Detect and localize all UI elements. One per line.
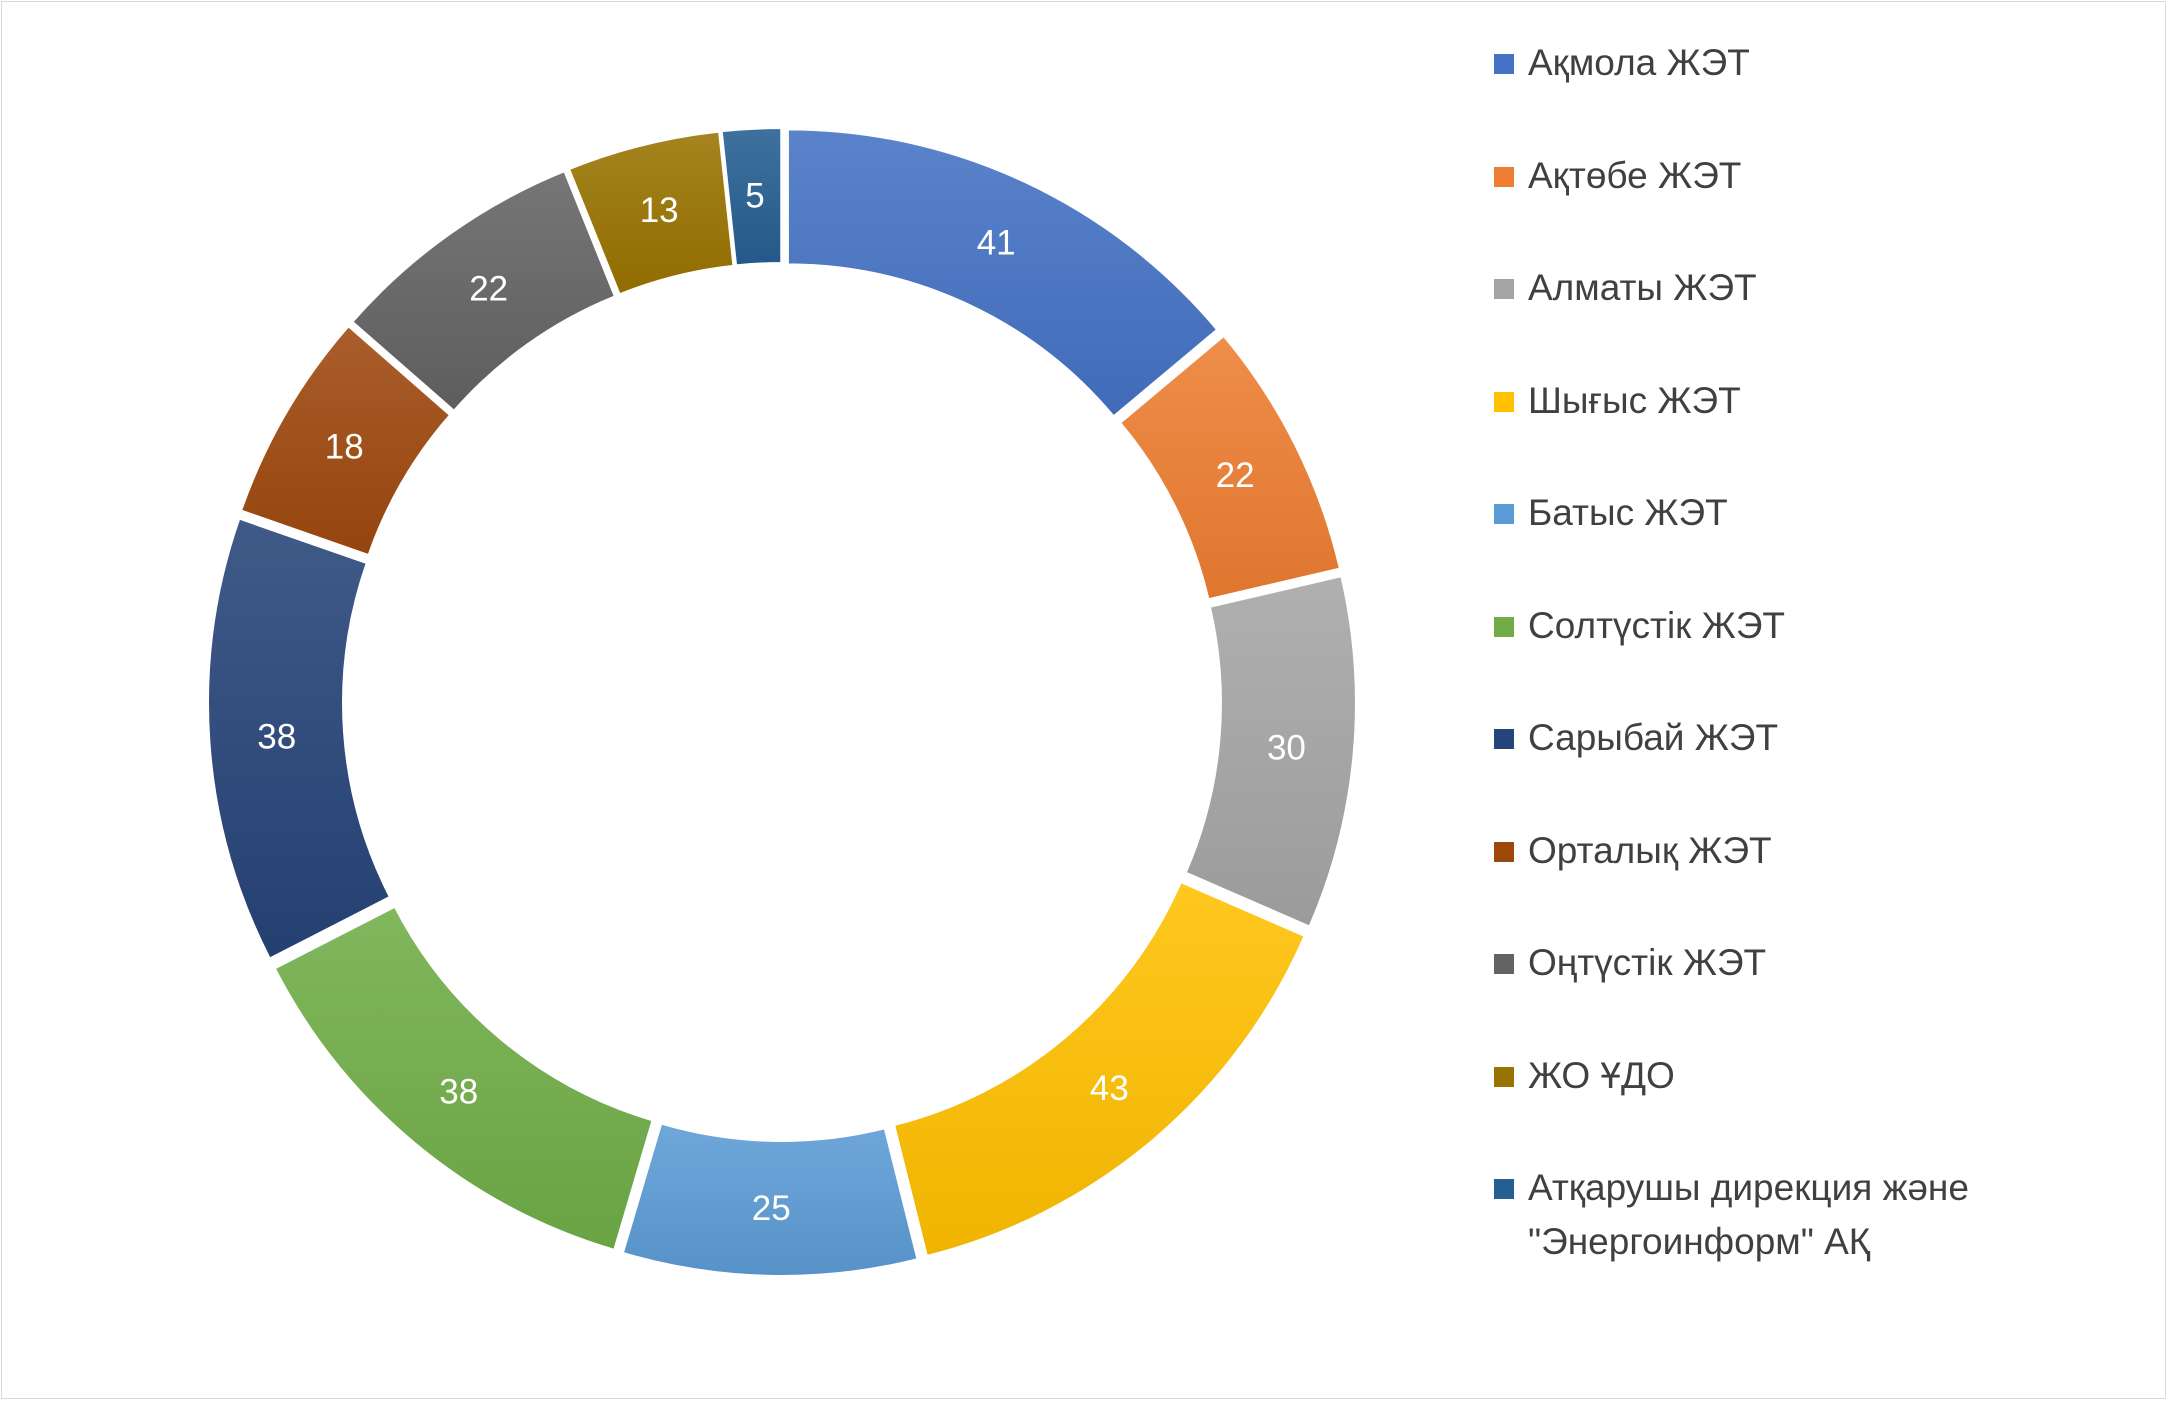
legend-item: Атқарушы дирекция және "Энергоинформ" АҚ: [1494, 1161, 2114, 1274]
legend-swatch: [1494, 391, 1514, 412]
slice-6: [273, 905, 654, 1252]
doughnut-data-labels: 41 22 30 43 25 38 38 18 22 13 5: [257, 177, 1306, 1228]
legend-item: ЖО ҰДО: [1494, 1049, 2114, 1162]
legend-label: ЖО ҰДО: [1528, 1049, 1675, 1103]
legend-item: Сарыбай ЖЭТ: [1494, 711, 2114, 824]
legend-swatch: [1494, 279, 1514, 299]
legend-item: Алматы ЖЭТ: [1494, 261, 2114, 374]
legend-swatch: [1494, 504, 1514, 524]
legend-swatch: [1494, 616, 1514, 637]
slice-5: [621, 1122, 919, 1277]
legend-label-line: ЖО ҰДО: [1528, 1054, 1675, 1096]
legend-item: Ақмола ЖЭТ: [1494, 36, 2114, 149]
slice-value-label: 25: [752, 1189, 791, 1228]
legend-label-line: Ақтөбе ЖЭТ: [1528, 154, 1742, 196]
legend-swatch: [1494, 954, 1514, 974]
legend-label: Солтүстік ЖЭТ: [1528, 599, 1785, 653]
slice-value-label: 22: [1216, 456, 1255, 495]
slice-value-label: 5: [745, 177, 764, 216]
legend-swatch: [1494, 54, 1514, 74]
legend-label: Шығыс ЖЭТ: [1528, 374, 1741, 428]
slice-value-label: 18: [325, 428, 364, 467]
slice-value-label: 13: [640, 191, 679, 230]
slice-9: [351, 169, 617, 413]
chart-legend: Ақмола ЖЭТ Ақтөбе ЖЭТ Алматы ЖЭТ Шығыс ЖЭТ Б…: [1494, 36, 2114, 1274]
slice-value-label: 38: [439, 1072, 478, 1111]
legend-item: Шығыс ЖЭТ: [1494, 374, 2114, 487]
legend-label: Батыс ЖЭТ: [1528, 486, 1728, 540]
slice-10: [567, 130, 735, 296]
slice-value-label: 22: [469, 270, 508, 309]
legend-label: Алматы ЖЭТ: [1528, 261, 1757, 315]
legend-label: Орталық ЖЭТ: [1528, 824, 1772, 878]
slice-value-label: 38: [257, 718, 296, 757]
legend-label-line: Алматы ЖЭТ: [1528, 267, 1757, 308]
slice-value-label: 43: [1090, 1069, 1129, 1108]
legend-item: Ақтөбе ЖЭТ: [1494, 149, 2114, 262]
legend-label-line: Орталық ЖЭТ: [1528, 829, 1772, 871]
legend-label-line: Батыс ЖЭТ: [1528, 492, 1728, 533]
slice-11: [720, 127, 783, 267]
legend-swatch: [1494, 729, 1514, 749]
legend-label: Ақтөбе ЖЭТ: [1528, 149, 1741, 203]
legend-swatch: [1494, 1066, 1514, 1087]
legend-swatch: [1494, 1179, 1514, 1199]
doughnut-slices: [207, 127, 1357, 1277]
legend-item: Оңтүстік ЖЭТ: [1494, 936, 2114, 1049]
legend-swatch: [1494, 166, 1514, 187]
legend-label-line: Шығыс ЖЭТ: [1528, 379, 1741, 421]
legend-item: Батыс ЖЭТ: [1494, 486, 2114, 599]
slice-7: [207, 517, 392, 960]
legend-label-line: Оңтүстік ЖЭТ: [1528, 942, 1767, 983]
legend-label: Атқарушы дирекция және "Энергоинформ" АҚ: [1528, 1161, 1969, 1269]
legend-label: Оңтүстік ЖЭТ: [1528, 936, 1766, 990]
slice-3: [1184, 574, 1357, 928]
slice-value-label: 41: [977, 224, 1016, 263]
legend-swatch: [1494, 841, 1514, 862]
legend-item: Орталық ЖЭТ: [1494, 824, 2114, 937]
legend-item: Солтүстік ЖЭТ: [1494, 599, 2114, 712]
slice-2: [1118, 334, 1342, 601]
legend-label-line: "Энергоинформ" АҚ: [1528, 1221, 1871, 1262]
slice-value-label: 30: [1267, 728, 1306, 767]
legend-label-line: Ақмола ЖЭТ: [1528, 42, 1750, 83]
legend-label: Ақмола ЖЭТ: [1528, 36, 1750, 90]
slice-8: [239, 324, 452, 557]
legend-label-line: Сарыбай ЖЭТ: [1528, 717, 1779, 758]
legend-label-line: Атқарушы дирекция және: [1528, 1167, 1969, 1208]
slice-1: [786, 128, 1219, 418]
slice-4: [892, 880, 1306, 1258]
legend-label: Сарыбай ЖЭТ: [1528, 711, 1778, 765]
legend-label-line: Солтүстік ЖЭТ: [1528, 604, 1786, 646]
